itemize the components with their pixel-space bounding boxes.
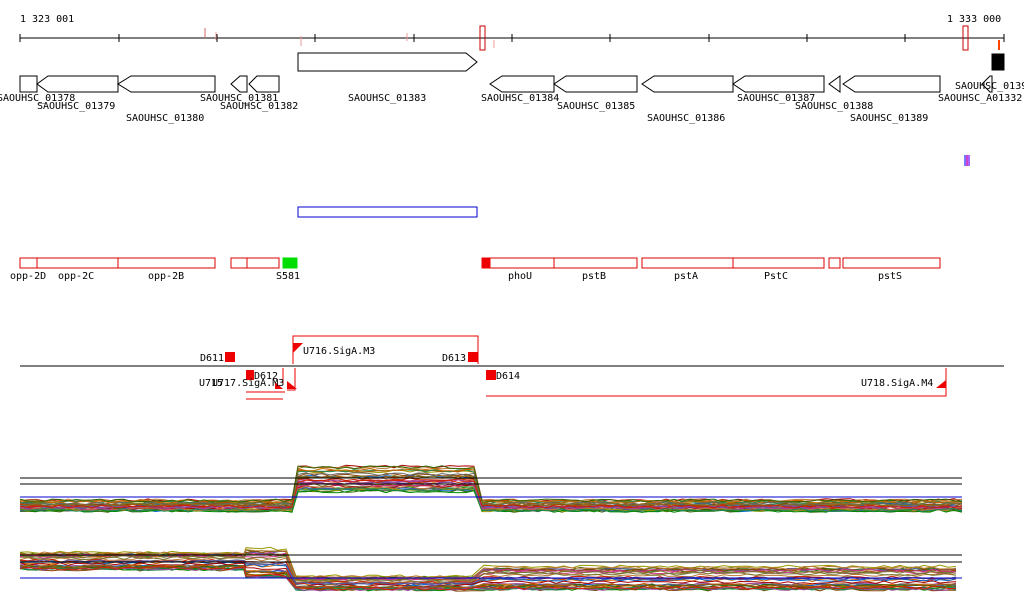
annotation-box[interactable] — [117, 257, 216, 269]
feature-label: U717.SigA.M3 — [212, 378, 284, 389]
expression-panel-bottom — [19, 546, 962, 592]
annotation-track — [19, 257, 941, 269]
annotation-label: pstA — [674, 271, 698, 282]
feature-label: U716.SigA.M3 — [303, 346, 375, 357]
gene-label: SAOUHSC_A01332 — [938, 93, 1022, 104]
gene-arrow-01381[interactable] — [230, 75, 248, 93]
expression-trace — [19, 546, 957, 579]
expression-trace — [19, 468, 963, 505]
gene-arrow-01380[interactable] — [117, 75, 216, 93]
feature-label: D611 — [200, 353, 224, 364]
annotation-box-s581[interactable] — [282, 257, 298, 269]
ruler-end-label: 1 333 000 — [947, 14, 1001, 25]
gene-label: SAOUHSC_0139 — [955, 81, 1024, 92]
gene-arrow-01384[interactable] — [489, 75, 555, 93]
gene-label: SAOUHSC_01381 — [200, 93, 278, 104]
expression-panel-top — [19, 464, 963, 513]
expression-trace — [19, 566, 956, 591]
expression-trace — [19, 469, 963, 505]
annotation-labels: opp-2D opp-2C opp-2B S581 phoU pstB pstA… — [10, 271, 902, 282]
annotation-label: PstC — [764, 271, 788, 282]
gene-arrow-01386[interactable] — [641, 75, 734, 93]
ruler-markers — [204, 25, 1000, 51]
annotation-label: opp-2B — [148, 271, 184, 282]
annotation-box[interactable] — [553, 257, 638, 269]
coordinate-ruler: 1 323 001 1 333 000 — [19, 14, 1005, 51]
annotation-label: opp-2D — [10, 271, 46, 282]
annotation-label: phoU — [508, 271, 532, 282]
annotation-box[interactable] — [36, 257, 119, 269]
gene-arrow-01389[interactable] — [842, 75, 941, 93]
expression-trace — [19, 474, 963, 507]
gene-label: SAOUHSC_01388 — [795, 101, 873, 112]
expression-trace — [20, 556, 957, 583]
annotation-label: pstS — [878, 271, 902, 282]
gene-arrow-01385[interactable] — [553, 75, 638, 93]
annotation-label: opp-2C — [58, 271, 94, 282]
feature-label: D612 — [254, 371, 278, 382]
gene-block-0139[interactable] — [991, 53, 1005, 71]
marker-bars — [964, 155, 970, 166]
region-box[interactable] — [297, 206, 478, 218]
gene-label: SAOUHSC_01380 — [126, 113, 204, 124]
gene-arrow-01388[interactable] — [828, 75, 841, 93]
expression-trace — [19, 464, 963, 503]
annotation-box[interactable] — [842, 257, 941, 269]
annotation-box[interactable] — [246, 257, 280, 269]
feature-label: U715 — [199, 378, 223, 389]
gene-label: SAOUHSC_01385 — [557, 101, 635, 112]
expression-trace — [19, 549, 957, 579]
annotation-box[interactable] — [230, 257, 248, 269]
gene-label: SAOUHSC_01384 — [481, 93, 559, 104]
annotation-box[interactable] — [641, 257, 734, 269]
feature-label: D613 — [442, 353, 466, 364]
annotation-box[interactable] — [828, 257, 841, 269]
gene-label: SAOUHSC_01386 — [647, 113, 725, 124]
annotation-label: S581 — [276, 271, 300, 282]
expression-trace — [19, 567, 957, 592]
gene-label: SAOUHSC_01383 — [348, 93, 426, 104]
feature-d613[interactable] — [468, 352, 478, 362]
expression-trace — [19, 487, 963, 513]
expression-trace — [19, 479, 963, 509]
feature-d612[interactable] — [246, 370, 254, 380]
annotation-box[interactable] — [481, 257, 555, 269]
feature-track — [20, 335, 1004, 400]
gene-labels: SAOUHSC_01378 SAOUHSC_01379 SAOUHSC_0138… — [0, 81, 1024, 124]
gene-arrow-01382[interactable] — [248, 75, 280, 93]
gene-track — [19, 52, 1005, 93]
gene-label: SAOUHSC_01378 — [0, 93, 75, 104]
annotation-label: pstB — [582, 271, 606, 282]
gene-arrow-01387[interactable] — [732, 75, 825, 93]
expression-trace — [19, 465, 963, 503]
ruler-start-label: 1 323 001 — [20, 14, 74, 25]
expression-trace — [19, 564, 957, 590]
annotation-box[interactable] — [732, 257, 825, 269]
expression-trace — [19, 553, 957, 582]
gene-arrow-01379[interactable] — [36, 75, 119, 93]
gene-label: SAOUHSC_01382 — [220, 101, 298, 112]
feature-d614[interactable] — [486, 370, 496, 380]
annotation-box[interactable] — [19, 257, 38, 269]
feature-label: U718.SigA.M4 — [861, 378, 933, 389]
gene-arrow-01383[interactable] — [297, 52, 478, 72]
gene-label: SAOUHSC_01389 — [850, 113, 928, 124]
feature-labels: D611 D612 U716.SigA.M3 D613 D614 U715 U7… — [199, 346, 933, 389]
gene-label: SAOUHSC_01387 — [737, 93, 815, 104]
gene-arrow-01332[interactable] — [981, 75, 993, 93]
expression-trace — [19, 467, 963, 504]
feature-d611[interactable] — [225, 352, 235, 362]
feature-label: D614 — [496, 371, 520, 382]
expression-trace — [19, 481, 963, 510]
gene-label: SAOUHSC_01379 — [37, 101, 115, 112]
expression-trace — [19, 468, 963, 505]
gene-arrow-01378[interactable] — [19, 75, 38, 93]
expression-trace — [19, 485, 962, 512]
